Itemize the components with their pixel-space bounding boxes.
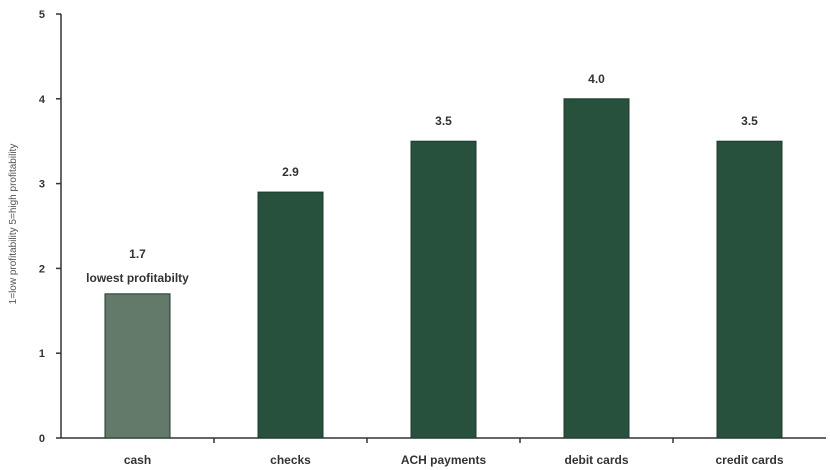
value-label-ach-payments: 3.5 [435,114,452,128]
value-label-credit-cards: 3.5 [741,114,758,128]
bar-ach-payments [410,140,477,439]
plot-area: 0 1 2 3 4 5 1.7 cash 2.9 checks 3.5 ACH payments 4.0… [39,9,826,467]
category-label-checks: checks [270,453,311,467]
annotation-label: lowest profitabilty [86,271,189,285]
y-tick-label: 5 [39,9,45,21]
category-label-cash: cash [124,453,151,467]
y-tick-label: 0 [39,433,45,445]
bar-cash [104,293,171,439]
y-tick-label: 2 [39,263,45,275]
y-axis-label: 1=low profitability 5=high profitability [8,144,19,305]
category-label-debit-cards: debit cards [564,453,628,467]
bar-credit-cards [716,140,783,439]
value-label-cash: 1.7 [129,247,146,261]
value-label-debit-cards: 4.0 [588,72,605,86]
value-label-checks: 2.9 [282,165,299,179]
y-tick-label: 1 [39,348,45,360]
y-tick-label: 4 [39,94,46,106]
bar-debit-cards [563,98,630,439]
bar-checks [257,191,324,439]
category-label-credit-cards: credit cards [715,453,783,467]
category-label-ach-payments: ACH payments [401,453,487,467]
y-tick-label: 3 [39,179,45,191]
